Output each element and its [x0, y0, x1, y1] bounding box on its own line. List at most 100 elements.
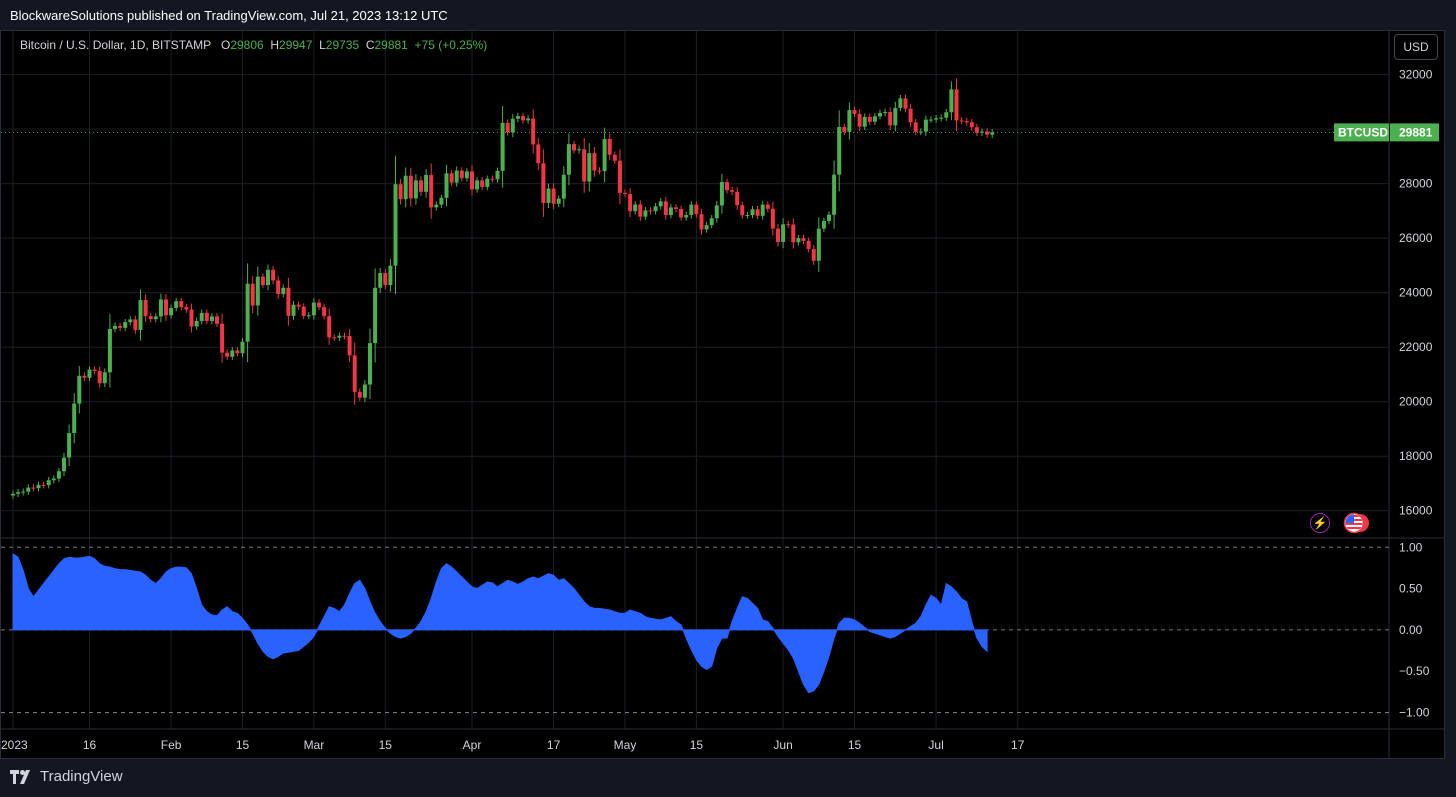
candle-body	[556, 198, 561, 204]
candle-body	[403, 175, 408, 200]
candle-body	[67, 433, 72, 458]
candle-body	[964, 120, 969, 123]
candle-body	[220, 323, 225, 353]
candle-body	[388, 265, 393, 286]
candle-body	[291, 304, 296, 316]
close-value: 29881	[374, 38, 408, 52]
candle-body	[189, 309, 194, 327]
candle-body	[592, 153, 597, 171]
chart-canvas[interactable]: 1600018000200002200024000260002800030000…	[1, 31, 1444, 758]
time-axis-label: Mar	[304, 738, 325, 752]
candle-body	[424, 174, 429, 192]
candle-body	[597, 170, 602, 172]
time-axis-label: 15	[848, 738, 862, 752]
candle-body	[714, 205, 719, 219]
candle-body	[138, 300, 143, 331]
low-label: L	[319, 38, 326, 52]
candle-body	[342, 335, 347, 337]
currency-button[interactable]: USD	[1394, 34, 1438, 60]
tradingview-logo[interactable]: TradingView	[10, 768, 123, 785]
candle-body	[811, 249, 816, 261]
publisher-line: BlockwareSolutions published on TradingV…	[10, 8, 448, 23]
candle-body	[872, 116, 877, 122]
candle-body	[347, 336, 352, 356]
candle-body	[770, 208, 775, 229]
candle-body	[373, 287, 378, 344]
candle-body	[444, 173, 449, 198]
open-label: O	[220, 38, 231, 52]
candle-body	[148, 316, 153, 320]
candle-body	[903, 98, 908, 109]
candle-body	[653, 206, 658, 212]
candle-body	[816, 228, 821, 261]
candle-body	[51, 478, 56, 481]
candle-body	[454, 170, 459, 183]
candle-body	[587, 153, 592, 182]
chart-frame[interactable]: 1600018000200002200024000260002800030000…	[0, 30, 1445, 759]
candle-body	[755, 209, 760, 216]
candle-body	[286, 287, 291, 316]
candle-body	[92, 369, 97, 371]
candle-body	[572, 144, 576, 151]
candle-body	[704, 225, 709, 230]
oscillator-axis-label: 0.00	[1399, 623, 1423, 637]
candle-body	[490, 178, 495, 180]
candle-body	[893, 107, 898, 126]
candle-body	[311, 302, 316, 316]
candle-body	[352, 355, 357, 392]
candle-body	[41, 484, 46, 486]
candle-body	[383, 273, 388, 286]
candle-body	[969, 122, 974, 128]
time-axis-label: 15	[690, 738, 704, 752]
candle-body	[36, 484, 41, 489]
candle-body	[607, 138, 612, 155]
low-value: 29735	[325, 38, 360, 52]
candle-body	[413, 180, 418, 199]
candle-body	[470, 171, 474, 190]
candle-body	[760, 204, 765, 216]
candle-body	[526, 118, 531, 121]
time-axis-label: 17	[1011, 738, 1025, 752]
candle-body	[158, 299, 163, 317]
candle-body	[612, 154, 617, 161]
candle-body	[857, 113, 862, 127]
candle-body	[368, 343, 372, 385]
price-tag-value: 29881	[1399, 125, 1433, 139]
candle-body	[546, 188, 551, 204]
candle-body	[143, 300, 148, 317]
candle-body	[633, 204, 638, 212]
candle-body	[842, 126, 847, 132]
lightning-icon[interactable]: ⚡	[1310, 513, 1330, 533]
time-axis-label: Jul	[928, 738, 943, 752]
candle-body	[301, 306, 306, 316]
candle-body	[398, 184, 403, 200]
candle-body	[883, 111, 888, 114]
open-value: 29806	[230, 38, 264, 52]
candle-body	[306, 315, 311, 317]
price-tag	[1390, 123, 1439, 142]
time-axis-label: 17	[547, 738, 561, 752]
candle-body	[209, 316, 214, 322]
candle-body	[235, 350, 240, 354]
candle-body	[408, 175, 413, 199]
candle-body	[536, 144, 541, 164]
price-axis-label: 28000	[1399, 177, 1433, 191]
candle-body	[26, 487, 31, 492]
candle-body	[658, 201, 663, 207]
candle-body	[419, 180, 423, 192]
candle-body	[908, 108, 913, 123]
candle-body	[194, 321, 199, 327]
candle-body	[541, 163, 546, 204]
us-flag-icon[interactable]	[1341, 512, 1371, 534]
candle-body	[699, 214, 704, 230]
candle-body	[944, 112, 949, 118]
candle-body	[801, 238, 806, 241]
candle-body	[260, 276, 265, 286]
candle-body	[97, 370, 102, 384]
candle-body	[199, 312, 204, 322]
candle-body	[56, 471, 61, 479]
candle-body	[475, 180, 480, 190]
price-axis-label: 22000	[1399, 340, 1433, 354]
candle-body	[725, 182, 729, 191]
symbol-name: Bitcoin / U.S. Dollar, 1D, BITSTAMP	[20, 38, 211, 52]
